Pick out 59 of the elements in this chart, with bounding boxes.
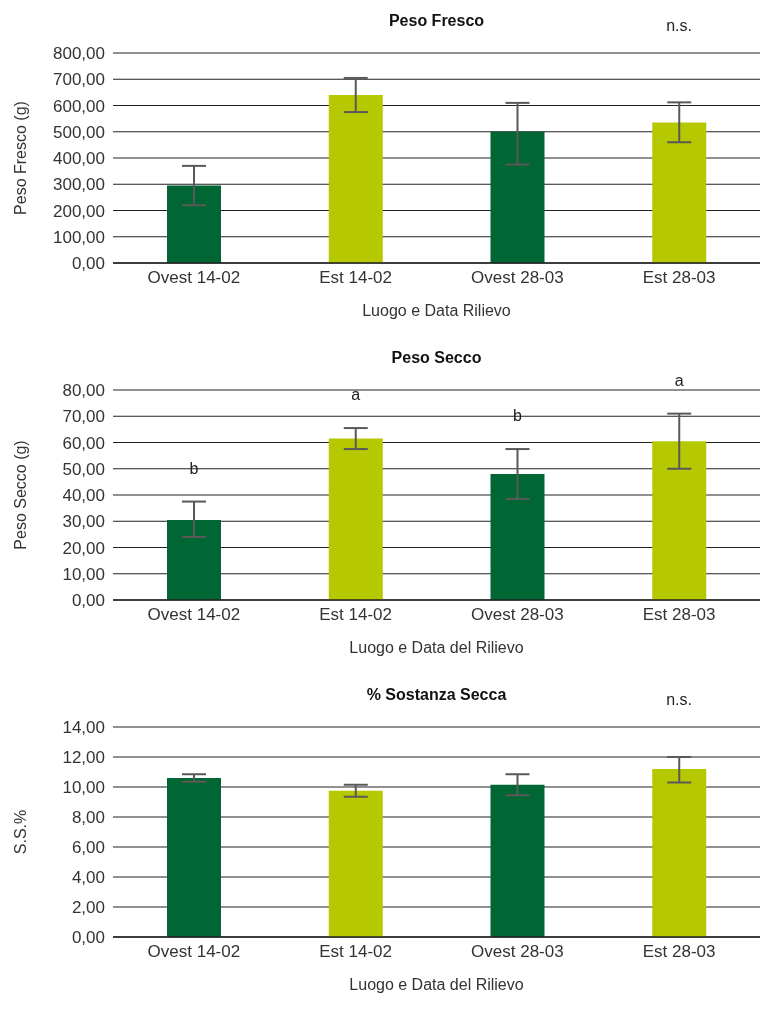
y-tick-label: 100,00 — [53, 227, 105, 247]
y-tick-label: 0,00 — [71, 928, 105, 948]
y-tick-label: 500,00 — [53, 122, 105, 142]
y-tick-label: 10,00 — [62, 564, 105, 584]
y-tick-label: 12,00 — [62, 748, 105, 768]
x-tick-label: Est 14-02 — [319, 942, 393, 962]
bar — [167, 185, 221, 263]
x-tick-label: Est 14-02 — [319, 268, 393, 288]
chart-title: Peso Secco — [390, 349, 483, 367]
y-tick-label: 700,00 — [53, 70, 105, 90]
y-tick-label: 70,00 — [62, 407, 105, 427]
y-tick-label: 4,00 — [71, 868, 105, 888]
x-tick-label: Est 14-02 — [319, 605, 393, 625]
y-tick-label: 40,00 — [62, 486, 105, 506]
chart-title: Peso Fresco — [388, 12, 485, 29]
bar — [490, 474, 545, 600]
y-tick-label: 14,00 — [62, 718, 105, 738]
x-tick-label: Ovest 14-02 — [147, 268, 241, 288]
x-tick-label: Est 28-03 — [642, 942, 716, 962]
x-axis-title: Luogo e Data del Rilievo — [349, 639, 524, 656]
chart-title: % Sostanza Secca — [366, 686, 507, 703]
y-axis-title: Peso Secco (g) — [11, 440, 29, 550]
x-tick-label: Ovest 28-03 — [471, 605, 564, 625]
bar — [652, 441, 707, 600]
x-tick-label: Ovest 28-03 — [471, 268, 564, 288]
x-tick-label: Ovest 14-02 — [147, 942, 241, 962]
x-axis-title: Luogo e Data Rilievo — [362, 302, 511, 319]
y-tick-label: 0,00 — [71, 254, 105, 274]
y-tick-label: 80,00 — [62, 381, 105, 401]
y-tick-label: 300,00 — [53, 175, 105, 195]
bar — [328, 95, 383, 263]
x-tick-label: Est 28-03 — [642, 605, 716, 625]
x-axis-title: Luogo e Data del Rilievo — [349, 976, 524, 993]
bar — [490, 131, 545, 263]
x-tick-label: Est 28-03 — [642, 268, 716, 288]
y-tick-label: 8,00 — [71, 808, 105, 828]
y-tick-label: 800,00 — [53, 44, 105, 64]
y-tick-label: 20,00 — [62, 538, 105, 558]
text: a — [674, 371, 684, 389]
y-tick-label: 200,00 — [53, 201, 105, 221]
y-tick-label: 2,00 — [71, 898, 105, 918]
y-axis-title: S.S.% — [11, 809, 29, 855]
annotation: a — [351, 386, 361, 404]
x-tick-label: Ovest 28-03 — [471, 942, 564, 962]
bar — [167, 519, 221, 600]
text: n.s. — [666, 691, 693, 708]
y-tick-label: 600,00 — [53, 96, 105, 116]
y-tick-label: 10,00 — [62, 778, 105, 798]
bar — [652, 122, 707, 263]
text: n.s. — [666, 17, 693, 34]
y-axis-title: Peso Fresco (g) — [11, 101, 29, 215]
y-tick-label: 60,00 — [62, 433, 105, 453]
bar — [328, 438, 383, 600]
y-tick-label: 50,00 — [62, 459, 105, 479]
y-tick-label: 400,00 — [53, 149, 105, 169]
y-tick-label: 30,00 — [62, 512, 105, 532]
y-tick-label: 0,00 — [71, 591, 105, 611]
x-tick-label: Ovest 14-02 — [147, 605, 241, 625]
y-tick-label: 6,00 — [71, 838, 105, 858]
